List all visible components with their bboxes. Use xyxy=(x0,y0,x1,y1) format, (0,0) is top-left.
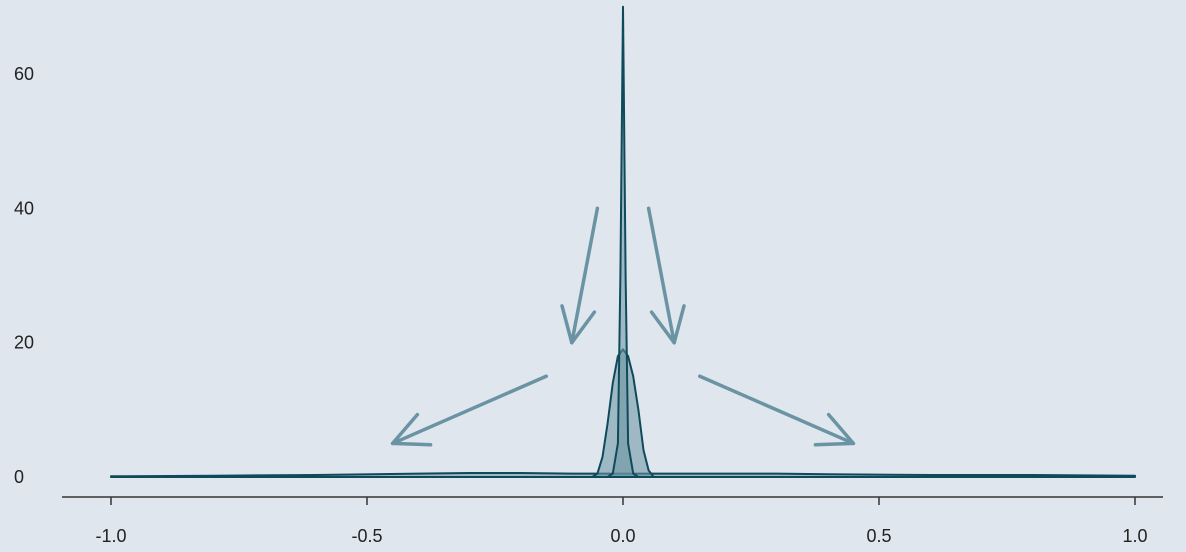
arrow-head xyxy=(813,412,856,447)
x-tick-label: 0.0 xyxy=(610,526,635,546)
axis-layer: -1.0 -0.5 0.0 0.5 1.0 0 20 40 60 xyxy=(14,64,1163,546)
y-tick-label: 0 xyxy=(14,467,24,487)
arrow-annotation-3 xyxy=(390,374,548,447)
y-tick-label: 40 xyxy=(14,198,34,218)
x-tick-label: 0.5 xyxy=(866,526,891,546)
arrow-head xyxy=(390,412,433,447)
y-tick-label: 20 xyxy=(14,333,34,353)
annotation-layer xyxy=(390,206,856,447)
x-tick-label: -1.0 xyxy=(95,526,126,546)
arrow-annotation-1 xyxy=(560,206,600,345)
arrow-head xyxy=(560,304,597,345)
arrow-shaft xyxy=(698,374,856,446)
arrow-annotation-4 xyxy=(698,374,856,447)
series-layer xyxy=(110,5,1136,478)
arrow-shaft xyxy=(570,206,600,345)
x-tick-label: -0.5 xyxy=(351,526,382,546)
density-series-3 xyxy=(606,5,640,478)
arrow-head xyxy=(649,304,686,345)
x-tick-label: 1.0 xyxy=(1122,526,1147,546)
arrow-shaft xyxy=(646,206,676,345)
arrow-annotation-2 xyxy=(646,206,686,345)
arrow-shaft xyxy=(390,374,548,446)
y-tick-label: 60 xyxy=(14,64,34,84)
